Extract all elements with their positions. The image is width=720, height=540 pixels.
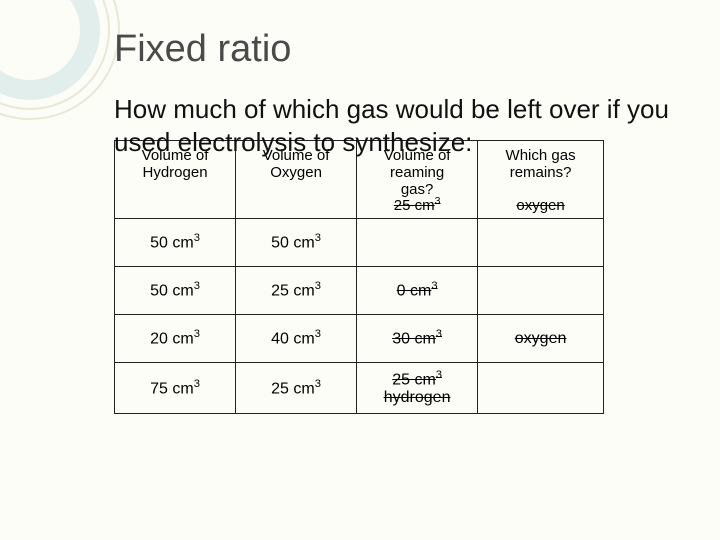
data-table-wrap: Volume of Hydrogen Volume of Oxygen Volu…: [114, 140, 674, 414]
table-row: 20 cm3 40 cm3 30 cm3 oxygen: [115, 315, 604, 363]
corner-decoration: [0, 0, 120, 120]
slide-title: Fixed ratio: [114, 28, 674, 71]
question-text: How much of which gas would be left over…: [114, 93, 674, 158]
gas-table: Volume of Hydrogen Volume of Oxygen Volu…: [114, 140, 604, 414]
table-row: 50 cm3 25 cm3 0 cm3: [115, 267, 604, 315]
table-row: 75 cm3 25 cm3 25 cm3 hydrogen: [115, 363, 604, 414]
table-row: 50 cm3 50 cm3: [115, 219, 604, 267]
